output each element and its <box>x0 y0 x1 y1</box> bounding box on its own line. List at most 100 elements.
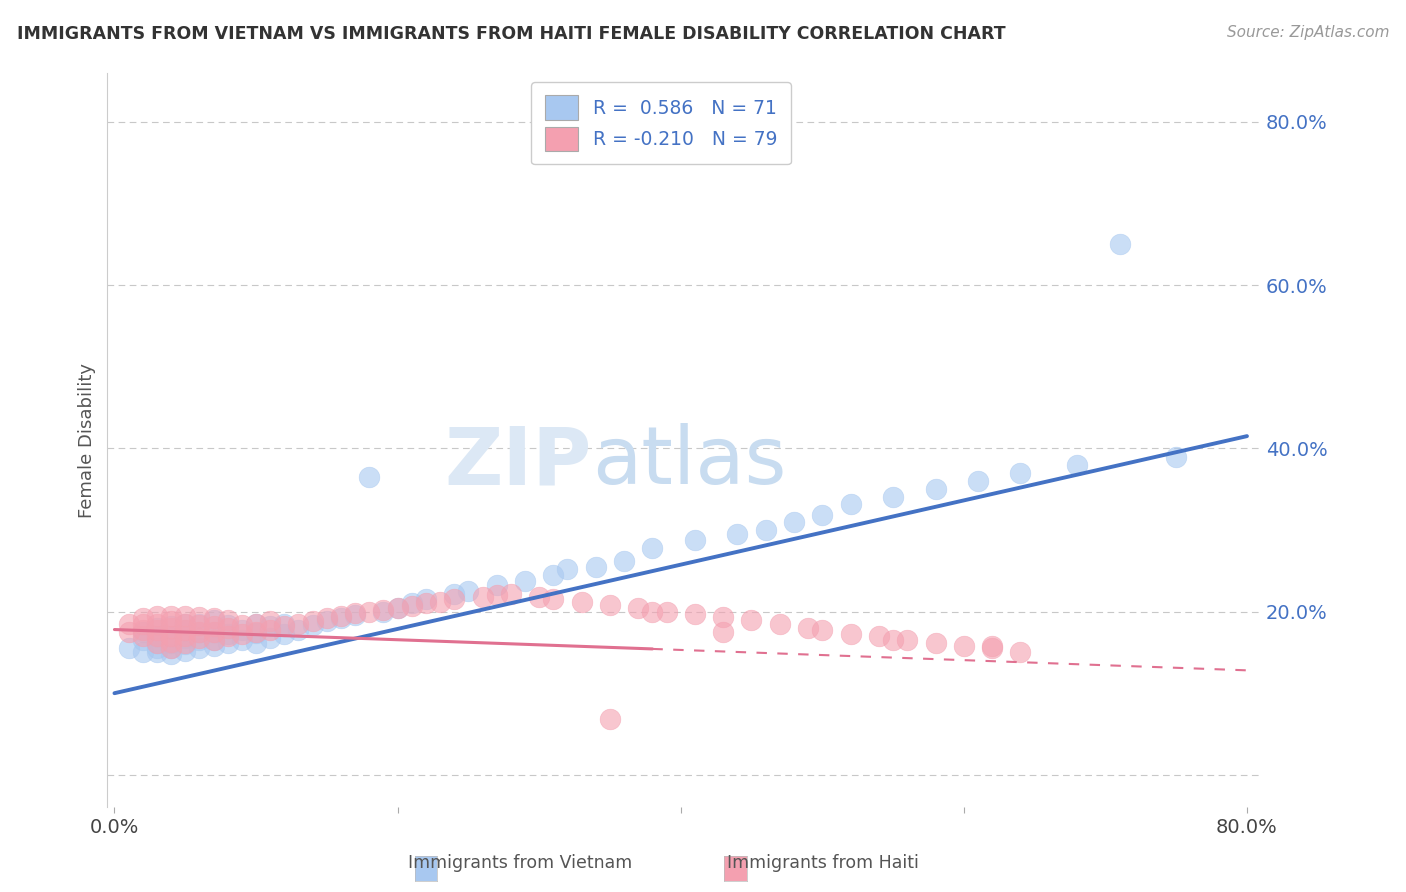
Point <box>245 616 267 631</box>
Point <box>387 600 409 615</box>
Point <box>202 639 225 653</box>
Point <box>1010 466 1032 480</box>
Point <box>146 629 169 643</box>
Point <box>641 541 664 555</box>
Y-axis label: Female Disability: Female Disability <box>79 363 96 517</box>
Point <box>217 627 239 641</box>
Point <box>160 615 183 629</box>
Point <box>117 641 139 656</box>
Point <box>188 618 211 632</box>
Point <box>683 533 706 547</box>
Point <box>769 616 792 631</box>
Point <box>811 623 834 637</box>
Point <box>599 712 621 726</box>
Point <box>132 629 155 643</box>
Point <box>655 605 678 619</box>
Point <box>202 633 225 648</box>
Point <box>513 574 536 588</box>
Point <box>174 623 197 637</box>
Point <box>132 611 155 625</box>
Point <box>896 633 918 648</box>
Point <box>359 605 381 619</box>
Point <box>146 635 169 649</box>
Point <box>755 523 778 537</box>
Point <box>527 590 550 604</box>
Point <box>174 616 197 631</box>
Point <box>599 598 621 612</box>
Point <box>174 629 197 643</box>
Point <box>231 633 253 648</box>
Point <box>797 621 820 635</box>
Point <box>117 616 139 631</box>
Point <box>146 621 169 635</box>
Point <box>1108 237 1130 252</box>
Point <box>160 641 183 656</box>
Legend: R =  0.586   N = 71, R = -0.210   N = 79: R = 0.586 N = 71, R = -0.210 N = 79 <box>531 82 792 164</box>
Point <box>471 590 494 604</box>
Point <box>543 592 565 607</box>
Point <box>415 592 437 607</box>
Point <box>231 623 253 637</box>
Point <box>202 625 225 640</box>
Point <box>188 610 211 624</box>
Point <box>1066 458 1088 472</box>
Text: ZIP: ZIP <box>444 423 592 501</box>
Point <box>711 610 734 624</box>
Point <box>924 482 946 496</box>
Point <box>146 641 169 656</box>
Point <box>882 491 904 505</box>
Point <box>188 631 211 645</box>
Point <box>1166 450 1188 464</box>
Point <box>132 645 155 659</box>
Point <box>627 600 650 615</box>
Point <box>967 474 990 488</box>
Point <box>217 618 239 632</box>
Point <box>740 613 762 627</box>
Point <box>641 605 664 619</box>
Point <box>359 470 381 484</box>
Point <box>160 619 183 633</box>
Point <box>373 605 395 619</box>
Point <box>188 625 211 640</box>
Point <box>132 623 155 637</box>
Point <box>839 626 862 640</box>
Point <box>146 608 169 623</box>
Point <box>160 635 183 649</box>
Point <box>160 647 183 661</box>
Point <box>344 606 367 620</box>
Point <box>273 616 295 631</box>
Point <box>443 587 465 601</box>
Point <box>146 635 169 649</box>
Point <box>711 625 734 640</box>
Text: Immigrants from Vietnam: Immigrants from Vietnam <box>408 855 633 872</box>
Point <box>132 616 155 631</box>
Point <box>330 608 353 623</box>
Point <box>443 592 465 607</box>
Point <box>132 625 155 640</box>
Point <box>217 635 239 649</box>
Point <box>499 587 522 601</box>
Point <box>202 633 225 648</box>
Point <box>811 508 834 523</box>
Point <box>485 578 508 592</box>
Point <box>245 625 267 640</box>
Point <box>160 634 183 648</box>
Point <box>146 616 169 631</box>
Point <box>174 616 197 631</box>
Point <box>202 613 225 627</box>
Point <box>202 619 225 633</box>
Point <box>882 633 904 648</box>
Point <box>160 629 183 643</box>
Point <box>132 633 155 648</box>
Point <box>188 633 211 648</box>
Point <box>160 629 183 643</box>
Point <box>174 608 197 623</box>
Point <box>217 629 239 643</box>
Point <box>202 625 225 640</box>
Point <box>259 631 281 645</box>
Text: atlas: atlas <box>592 423 786 501</box>
Point <box>683 607 706 621</box>
Point <box>160 641 183 656</box>
Point <box>259 619 281 633</box>
Point <box>330 611 353 625</box>
